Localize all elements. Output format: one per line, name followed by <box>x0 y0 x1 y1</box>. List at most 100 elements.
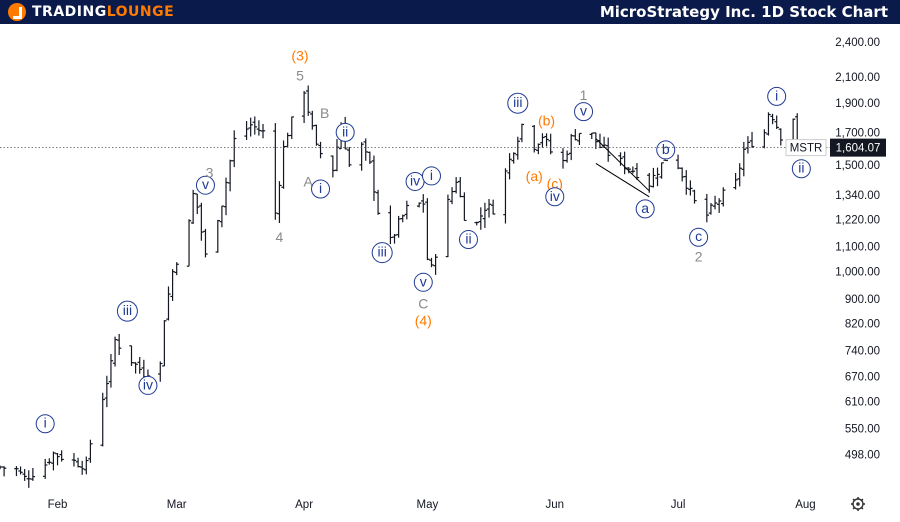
ohlc-bar <box>573 129 578 141</box>
ohlc-bar <box>170 269 175 301</box>
wave-label-text: (c) <box>547 175 563 191</box>
wave-label-text: (4) <box>415 312 432 328</box>
wave-label: v <box>574 102 594 122</box>
x-tick-label: Mar <box>167 499 187 511</box>
ohlc-bar <box>318 141 323 159</box>
wave-label: (a) <box>526 168 543 184</box>
ohlc-bar <box>647 173 652 193</box>
brand-logo: TRADINGLOUNGE <box>8 2 174 22</box>
ohlc-bar <box>564 150 570 163</box>
ohlc-bar <box>158 361 163 382</box>
ohlc-bar <box>548 133 553 155</box>
ohlc-bar <box>375 189 381 215</box>
ohlc-bar <box>195 193 200 215</box>
ohlc-bar <box>622 151 627 175</box>
ohlc-bar <box>244 121 249 140</box>
wave-label-circle <box>421 166 441 186</box>
ohlc-bar <box>112 336 118 367</box>
ohlc-bar <box>18 466 23 475</box>
ohlc-bar <box>421 194 426 213</box>
ohlc-bar <box>55 453 60 466</box>
ohlc-bar <box>137 356 142 374</box>
ohlc-bar <box>593 132 599 149</box>
x-tick-label: Aug <box>795 499 815 511</box>
header-bar: TRADINGLOUNGE MicroStrategy Inc. 1D Stoc… <box>0 0 900 24</box>
ohlc-bar <box>490 199 496 215</box>
wave-label: ii <box>458 230 478 250</box>
ohlc-bar <box>79 460 85 475</box>
ohlc-bar <box>75 457 81 468</box>
ohlc-bar <box>704 193 710 223</box>
wave-label-text: 4 <box>276 229 284 245</box>
y-tick-label: 740.00 <box>845 346 880 358</box>
wave-label: B <box>320 105 329 121</box>
ohlc-bar <box>569 133 574 161</box>
ohlc-bar <box>248 117 253 137</box>
y-tick-label: 498.00 <box>845 450 880 462</box>
brand-name-first: TRADING <box>32 4 107 20</box>
wave-label-circle <box>195 175 215 195</box>
wave-label: (3) <box>291 47 308 63</box>
ohlc-bar <box>532 125 537 153</box>
ohlc-bar <box>416 202 422 208</box>
ohlc-bar <box>749 131 755 148</box>
gear-icon-tooth <box>860 498 864 502</box>
ohlc-bar <box>577 132 582 146</box>
ohlc-bar <box>162 320 167 367</box>
wave-label-circle <box>545 187 565 207</box>
ohlc-bar <box>306 85 311 116</box>
chart-title: MicroStrategy Inc. 1D Stock Chart <box>599 3 888 21</box>
ohlc-bar <box>166 286 171 321</box>
wave-label-text: v <box>420 273 427 289</box>
ohlc-bar <box>289 116 294 140</box>
wave-label-text: ii <box>465 231 471 247</box>
last-price-tag-bg <box>830 138 886 157</box>
ohlc-bar <box>486 199 492 218</box>
ohlc-bar <box>507 153 512 180</box>
wave-label-text: iii <box>123 302 132 318</box>
wave-label-text: ii <box>798 160 804 176</box>
y-tick-label: 820.00 <box>845 319 880 331</box>
gear-icon[interactable] <box>851 497 865 511</box>
ohlc-bar <box>651 167 656 188</box>
wave-label: 4 <box>276 229 284 245</box>
x-tick-label: May <box>417 499 439 511</box>
wave-label: iv <box>545 187 565 207</box>
y-tick-label: 2,100.00 <box>835 72 880 84</box>
ohlc-bar <box>560 148 566 169</box>
y-tick-label: 550.00 <box>845 423 880 435</box>
wave-label: A <box>304 173 314 189</box>
wave-label: c <box>689 227 709 247</box>
price-bars-group <box>0 85 800 488</box>
wave-label: i <box>35 414 55 434</box>
ohlc-bar <box>203 228 208 258</box>
ohlc-bar <box>675 154 681 170</box>
ohlc-bar <box>679 167 685 182</box>
ohlc-bar <box>310 110 315 130</box>
y-tick-label: 900.00 <box>845 294 880 306</box>
ohlc-bar <box>605 137 611 162</box>
wave-label-text: 3 <box>206 164 214 180</box>
time-axis[interactable]: Feb Mar Apr May Jun Jul Aug <box>48 499 816 511</box>
ohlc-bar <box>26 470 31 488</box>
ohlc-bar <box>770 113 775 125</box>
ohlc-bar <box>655 167 660 187</box>
ohlc-bar <box>708 203 714 215</box>
last-price-tag: 1,604.07 <box>836 143 881 155</box>
ohlc-bar <box>388 205 393 245</box>
ohlc-bar <box>425 198 430 261</box>
wave-label: iv <box>405 171 425 191</box>
wave-label-text: iii <box>513 94 522 110</box>
ohlc-bar <box>721 187 726 207</box>
y-tick-label: 1,000.00 <box>835 267 880 279</box>
price-axis[interactable]: 2,400.00 2,100.00 1,900.00 1,700.00 1,500.00… <box>835 37 880 462</box>
ohlc-bar <box>462 192 467 222</box>
ohlc-bar <box>0 465 3 470</box>
ohlc-bar <box>445 194 451 258</box>
ohlc-bar <box>223 177 229 216</box>
ohlc-bar <box>778 128 783 146</box>
ohlc-bar <box>396 215 401 238</box>
x-tick-label: Apr <box>295 499 313 511</box>
wave-label-circle <box>335 122 355 142</box>
